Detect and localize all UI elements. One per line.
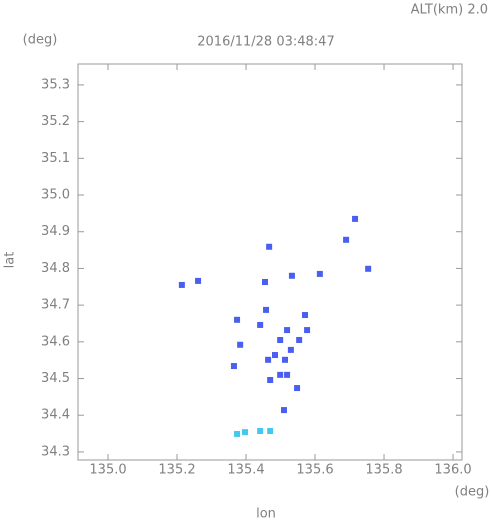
y-tick-label: 34.7 — [41, 298, 70, 313]
echo-pixel — [237, 341, 244, 348]
x-tick-label: 135.0 — [89, 463, 126, 478]
x-tick-label: 135.6 — [296, 463, 333, 478]
echo-pixel — [234, 430, 241, 437]
echo-pixel — [266, 243, 273, 250]
echo-pixel — [267, 428, 274, 435]
x-unit: (deg) — [455, 485, 490, 500]
echo-pixel — [230, 363, 237, 370]
echo-pixel — [288, 272, 295, 279]
x-tick-label: 135.4 — [227, 463, 264, 478]
echo-pixel — [287, 346, 294, 353]
y-tick-label: 34.8 — [41, 261, 70, 276]
y-tick-label: 35.1 — [41, 151, 70, 166]
echo-pixel — [265, 356, 272, 363]
echo-pixel — [316, 270, 323, 277]
echo-pixel — [257, 428, 264, 435]
echo-pixel — [294, 385, 301, 392]
x-axis-label: lon — [256, 507, 276, 521]
echo-pixel — [257, 321, 264, 328]
echo-pixel — [284, 371, 291, 378]
x-tick-label: 135.8 — [365, 463, 402, 478]
y-tick-label: 34.6 — [41, 334, 70, 349]
echo-pixel — [343, 236, 350, 243]
echo-pixel — [272, 352, 279, 359]
echo-pixel — [277, 336, 284, 343]
echo-pixel — [267, 376, 274, 383]
y-tick-label: 34.3 — [41, 444, 70, 459]
echo-pixel — [282, 356, 289, 363]
echo-pixel — [352, 215, 359, 222]
chart-title: 2016/11/28 03:48:47 — [197, 35, 334, 50]
echo-pixel — [241, 429, 248, 436]
echo-pixel — [280, 407, 287, 414]
x-tick-label: 136.0 — [434, 463, 471, 478]
y-tick-label: 35.0 — [41, 188, 70, 203]
y-tick-label: 34.9 — [41, 224, 70, 239]
y-tick-label: 34.5 — [41, 371, 70, 386]
y-unit: (deg) — [23, 33, 58, 48]
x-tick-label: 135.2 — [158, 463, 195, 478]
echo-pixel — [365, 265, 372, 272]
y-tick-label: 35.2 — [41, 114, 70, 129]
echo-pixel — [277, 371, 284, 378]
echo-pixel — [302, 312, 309, 319]
y-axis-label: lat — [3, 252, 18, 269]
echo-pixel — [178, 281, 185, 288]
plot-frame — [77, 63, 463, 461]
echo-pixel — [234, 316, 241, 323]
echo-pixel — [296, 336, 303, 343]
y-tick-label: 35.3 — [41, 77, 70, 92]
echo-pixel — [304, 327, 311, 334]
echo-pixel — [195, 277, 202, 284]
echo-pixel — [261, 279, 268, 286]
echo-pixel — [263, 306, 270, 313]
echo-pixel — [284, 327, 291, 334]
altitude-annotation: ALT(km) 2.0 — [411, 3, 488, 18]
y-tick-label: 34.4 — [41, 408, 70, 423]
